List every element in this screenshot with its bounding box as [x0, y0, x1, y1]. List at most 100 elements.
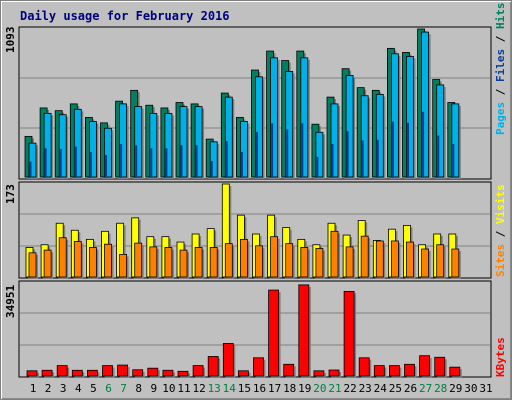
- x-axis-ticks: 1 2 3 4 5 6 7 8 9 10 11 12 13 14 15 16 17 18 19 20 21 22 23 24 2…: [30, 382, 493, 395]
- sites-bar-day-2: [43, 249, 52, 278]
- kbytes-bar-day-12: [192, 365, 204, 377]
- files-bar-day-23: [360, 95, 369, 178]
- kbytes-bar-day-15: [237, 370, 249, 377]
- sites-bar-day-10: [164, 247, 173, 278]
- sites-bar-day-28: [436, 244, 445, 278]
- sites-bar-day-8: [134, 242, 143, 278]
- pages-mark-day-8: [135, 145, 138, 177]
- x-tick-label-day-11: 11: [177, 382, 190, 395]
- files-bar-day-19: [300, 57, 309, 178]
- files-bar-day-17: [270, 57, 279, 178]
- kbytes-bar-day-25: [388, 365, 400, 377]
- x-tick-label-day-15: 15: [238, 382, 251, 395]
- kbytes-bar-day-11: [177, 370, 189, 377]
- pages-mark-day-20: [316, 156, 319, 177]
- files-bar-day-5: [89, 121, 97, 178]
- x-tick-label-day-14: 14: [223, 382, 237, 395]
- pages-mark-day-17: [271, 123, 274, 177]
- pages-mark-day-24: [376, 139, 379, 177]
- pages-mark-day-12: [195, 145, 198, 177]
- pages-mark-day-10: [165, 148, 168, 177]
- x-tick-label-day-6: 6: [105, 382, 112, 395]
- files-bar-day-22: [345, 75, 354, 178]
- legend-hits: Hits: [494, 3, 507, 30]
- kbytes-bar-day-27: [419, 355, 431, 377]
- x-tick-label-day-28: 28: [434, 382, 447, 395]
- files-bar-day-10: [164, 112, 173, 178]
- pages-mark-day-11: [180, 145, 183, 177]
- sites-bar-day-12: [194, 247, 203, 278]
- files-bar-day-21: [330, 103, 339, 178]
- kbytes-bar-day-16: [253, 357, 264, 377]
- visits-legend: Sites / Visits: [494, 184, 507, 277]
- sites-bar-day-9: [149, 246, 158, 278]
- x-tick-label-day-22: 22: [343, 382, 356, 395]
- sites-bar-day-24: [375, 240, 384, 278]
- kbytes-bar-day-5: [87, 369, 98, 377]
- pages-mark-day-13: [210, 161, 213, 177]
- files-bar-day-24: [375, 94, 384, 178]
- visits-ymax-label: 173: [4, 184, 17, 204]
- pages-mark-day-25: [391, 121, 394, 177]
- hits-legend: Pages / Files / Hits: [494, 3, 507, 136]
- legend-sites: Sites: [494, 244, 507, 277]
- pages-mark-day-18: [286, 129, 289, 177]
- sites-bar-day-11: [179, 249, 188, 278]
- sites-bar-day-16: [255, 245, 263, 278]
- legend-files: Files: [494, 49, 507, 82]
- kbytes-bar-day-2: [41, 369, 53, 377]
- x-tick-label-day-18: 18: [283, 382, 296, 395]
- x-tick-label-day-19: 19: [298, 382, 311, 395]
- sites-bar-day-19: [300, 247, 309, 278]
- pages-mark-day-4: [74, 146, 77, 177]
- sites-bar-day-26: [406, 241, 414, 278]
- pages-mark-day-16: [256, 131, 258, 177]
- pages-mark-day-22: [346, 131, 349, 177]
- pages-mark-day-9: [150, 148, 153, 177]
- sites-bar-day-21: [330, 230, 339, 278]
- sites-bar-day-13: [209, 247, 218, 278]
- files-bar-day-12: [194, 106, 203, 178]
- kbytes-bar-day-24: [373, 365, 385, 377]
- x-tick-label-day-20: 20: [313, 382, 326, 395]
- pages-mark-day-23: [361, 140, 364, 177]
- files-bar-day-25: [390, 53, 399, 178]
- pages-mark-day-21: [331, 144, 334, 177]
- pages-mark-day-2: [44, 148, 47, 177]
- sites-bar-day-3: [58, 237, 67, 278]
- pages-mark-day-26: [407, 122, 409, 177]
- x-tick-label-day-30: 30: [464, 382, 477, 395]
- legend-visits: Visits: [494, 184, 507, 224]
- files-bar-day-28: [436, 84, 445, 178]
- kbytes-bar-day-8: [132, 369, 144, 377]
- x-tick-label-day-9: 9: [150, 382, 157, 395]
- x-tick-label-day-5: 5: [90, 382, 97, 395]
- kbytes-bar-day-14: [222, 343, 234, 377]
- pages-mark-day-6: [105, 155, 107, 177]
- pages-mark-day-7: [120, 144, 123, 177]
- x-tick-label-day-12: 12: [192, 382, 205, 395]
- x-tick-label-day-26: 26: [404, 382, 417, 395]
- sites-bar-day-17: [270, 236, 279, 278]
- x-tick-label-day-1: 1: [30, 382, 37, 395]
- legend-pages: Pages: [494, 102, 507, 135]
- files-bar-day-14: [224, 96, 233, 178]
- files-bar-day-4: [73, 108, 82, 178]
- pages-mark-day-15: [240, 152, 243, 177]
- kbytes-bar-day-1: [26, 370, 38, 377]
- bars-layer: [24, 28, 462, 378]
- kbytes-bar-day-20: [313, 370, 325, 377]
- sites-bar-day-14: [224, 243, 233, 278]
- pages-mark-day-5: [89, 152, 92, 177]
- kbytes-bar-day-4: [71, 369, 83, 377]
- pages-mark-day-27: [422, 111, 425, 177]
- chart-title: Daily usage for February 2016: [20, 9, 230, 23]
- files-bar-day-16: [255, 76, 263, 178]
- sites-bar-day-15: [239, 238, 248, 278]
- pages-mark-day-3: [59, 148, 62, 177]
- x-tick-label-day-31: 31: [479, 382, 492, 395]
- sites-bar-day-18: [285, 243, 294, 278]
- files-bar-day-20: [315, 131, 324, 178]
- pages-mark-day-19: [301, 123, 304, 177]
